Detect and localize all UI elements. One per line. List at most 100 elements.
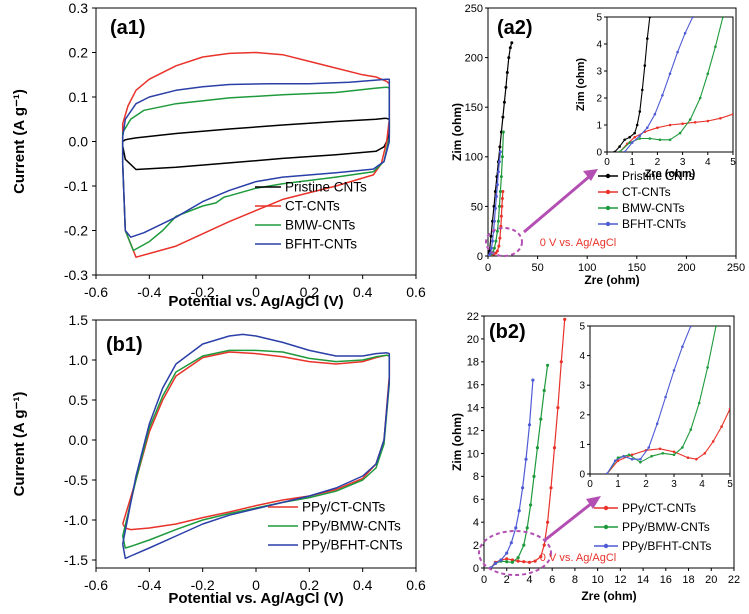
a1-ytick-label: -0.3 (64, 267, 88, 283)
a1-legend: Pristine CNTs CT-CNTs BMW-CNTs BFHT-CNTs (255, 180, 367, 252)
a1-ytick-label: -0.2 (64, 222, 88, 238)
b2-data-point (514, 526, 518, 530)
b2-zoom-arrow (544, 501, 593, 542)
b2-x-axis-label: Zre (ohm) (581, 589, 636, 603)
a2-data-point (510, 41, 514, 45)
a1-series-group (121, 51, 391, 258)
a2-data-point (491, 239, 494, 243)
a2-inset-data-point (635, 123, 639, 127)
a2-data-point (493, 206, 497, 210)
a2-inset-xtick-label: 5 (730, 157, 736, 168)
b2-inset-data-point (706, 366, 709, 369)
a2-data-point (494, 239, 498, 243)
a2-inset-y-label: Zim (ohm) (575, 58, 587, 111)
a2-data-point (501, 190, 505, 193)
a1-series-line-1 (121, 117, 391, 171)
a2-data-point (498, 190, 502, 193)
a2-xtick-label: 100 (578, 262, 596, 274)
a2-zoom-arrow-head (583, 169, 598, 181)
a2-legend-marker (605, 205, 611, 211)
b2-inset-axes: 0 1 2 3 4 5 0 1 2 3 4 5 (579, 322, 733, 491)
b2-inset-data-point (655, 422, 659, 426)
b1-ytick-label: -1.0 (64, 512, 88, 528)
a1-legend-label: CT-CNTs (285, 199, 340, 214)
a2-data-point (496, 219, 500, 223)
a2-inset-data-point (678, 131, 682, 135)
a2-inset-data-point (698, 96, 702, 100)
a2-inset-data-point (630, 141, 634, 144)
b2-data-point (505, 557, 509, 561)
b2-data-point (516, 559, 520, 563)
a2-inset-data-point (691, 17, 694, 19)
b2-inset-data-point (647, 446, 651, 449)
b2-data-point (549, 486, 553, 490)
a2-series-line-1 (488, 42, 513, 256)
b2-inset-data-point (689, 428, 693, 431)
a2-inset-data-point (646, 37, 649, 40)
b2-series-line-3 (490, 380, 534, 568)
b2-legend: PPy/CT-CNTs PPy/BMW-CNTs PPy/BFHT-CNTs (594, 501, 711, 553)
a2-series-group (488, 41, 514, 256)
a2-inset-data-point (731, 112, 733, 116)
a2-inset-ytick-label: 2 (596, 94, 602, 105)
b2-data-point (559, 360, 563, 364)
a2-data-point (489, 234, 493, 238)
b2-inset-frame (589, 325, 731, 475)
b2-xtick-label: 14 (637, 574, 649, 586)
b1-xtick-label: 0.4 (353, 577, 373, 593)
a1-legend-label: BFHT-CNTs (285, 237, 357, 252)
a2-inset-data-point (676, 50, 679, 54)
b2-ytick-label: 2 (473, 540, 479, 552)
b1-ytick-label: 0.0 (69, 432, 89, 448)
b2-series-group (489, 317, 567, 568)
b2-inset-bg (590, 326, 730, 474)
b2-data-point (539, 554, 543, 559)
b2-inset-data-point (650, 454, 653, 458)
a2-inset-ytick-label: 0 (596, 148, 602, 159)
b2-data-point (527, 423, 532, 427)
a2-data-point (498, 145, 502, 149)
a2-inset-series-line-4 (624, 17, 694, 152)
a2-legend: Pristine CNTs CT-CNTs BMW-CNTs BFHT-CNTs (598, 169, 695, 231)
a1-xtick-label: 0.6 (406, 284, 426, 300)
a2-inset-data-point (656, 126, 659, 129)
b2-xtick-label: 16 (660, 574, 672, 586)
a2-inset-data-point (641, 88, 644, 92)
a1-frame (95, 7, 417, 276)
b1-xtick-label: 0 (252, 577, 260, 593)
b2-ytick-label: 10 (467, 448, 479, 460)
b2-ytick-label: 14 (467, 402, 479, 414)
a2-inset-data-point (646, 126, 649, 129)
b2-data-point (522, 560, 526, 564)
a1-panel-label: (a1) (110, 17, 146, 39)
a2-xtick-label: 0 (485, 262, 491, 274)
a1-legend-label: Pristine CNTs (285, 180, 367, 195)
b2-inset-series-line-2 (606, 326, 717, 474)
b1-ytick-label: 1.0 (69, 352, 89, 368)
a2-inset-data-point (693, 121, 697, 124)
a2-inset-data-point (688, 118, 692, 121)
a2-inset-data-point (623, 150, 626, 152)
b2-xtick-label: 6 (549, 574, 555, 586)
b1-x-axis-label: Potential vs. Ag/AgCl (V) (168, 590, 343, 607)
b1-xtick-label: 0.2 (300, 577, 320, 593)
b2-inset-xtick-label: 5 (727, 479, 733, 490)
b2-inset-ytick-label: 1 (579, 440, 585, 451)
b2-data-point (532, 474, 536, 478)
a2-ytick-label: 150 (465, 102, 483, 114)
a2-inset-data-point (643, 64, 647, 67)
a2-ytick-label: 250 (465, 3, 483, 15)
a2-data-point (500, 197, 504, 200)
b2-ytick-label: 16 (467, 380, 479, 392)
b1-ytick-label: 0.5 (69, 392, 89, 408)
b2-xtick-label: 22 (728, 574, 740, 586)
b2-zoom-arrow-head (586, 496, 601, 509)
b1-legend-label: PPy/BFHT-CNTs (302, 538, 403, 553)
b2-inset-data-point (672, 453, 676, 457)
b2-xtick-label: 20 (705, 574, 717, 586)
a2-legend-marker (605, 221, 611, 227)
a2-inset-data-point (633, 135, 636, 139)
a2-inset-data-point (648, 137, 652, 140)
a2-inset-data-point (638, 137, 642, 140)
